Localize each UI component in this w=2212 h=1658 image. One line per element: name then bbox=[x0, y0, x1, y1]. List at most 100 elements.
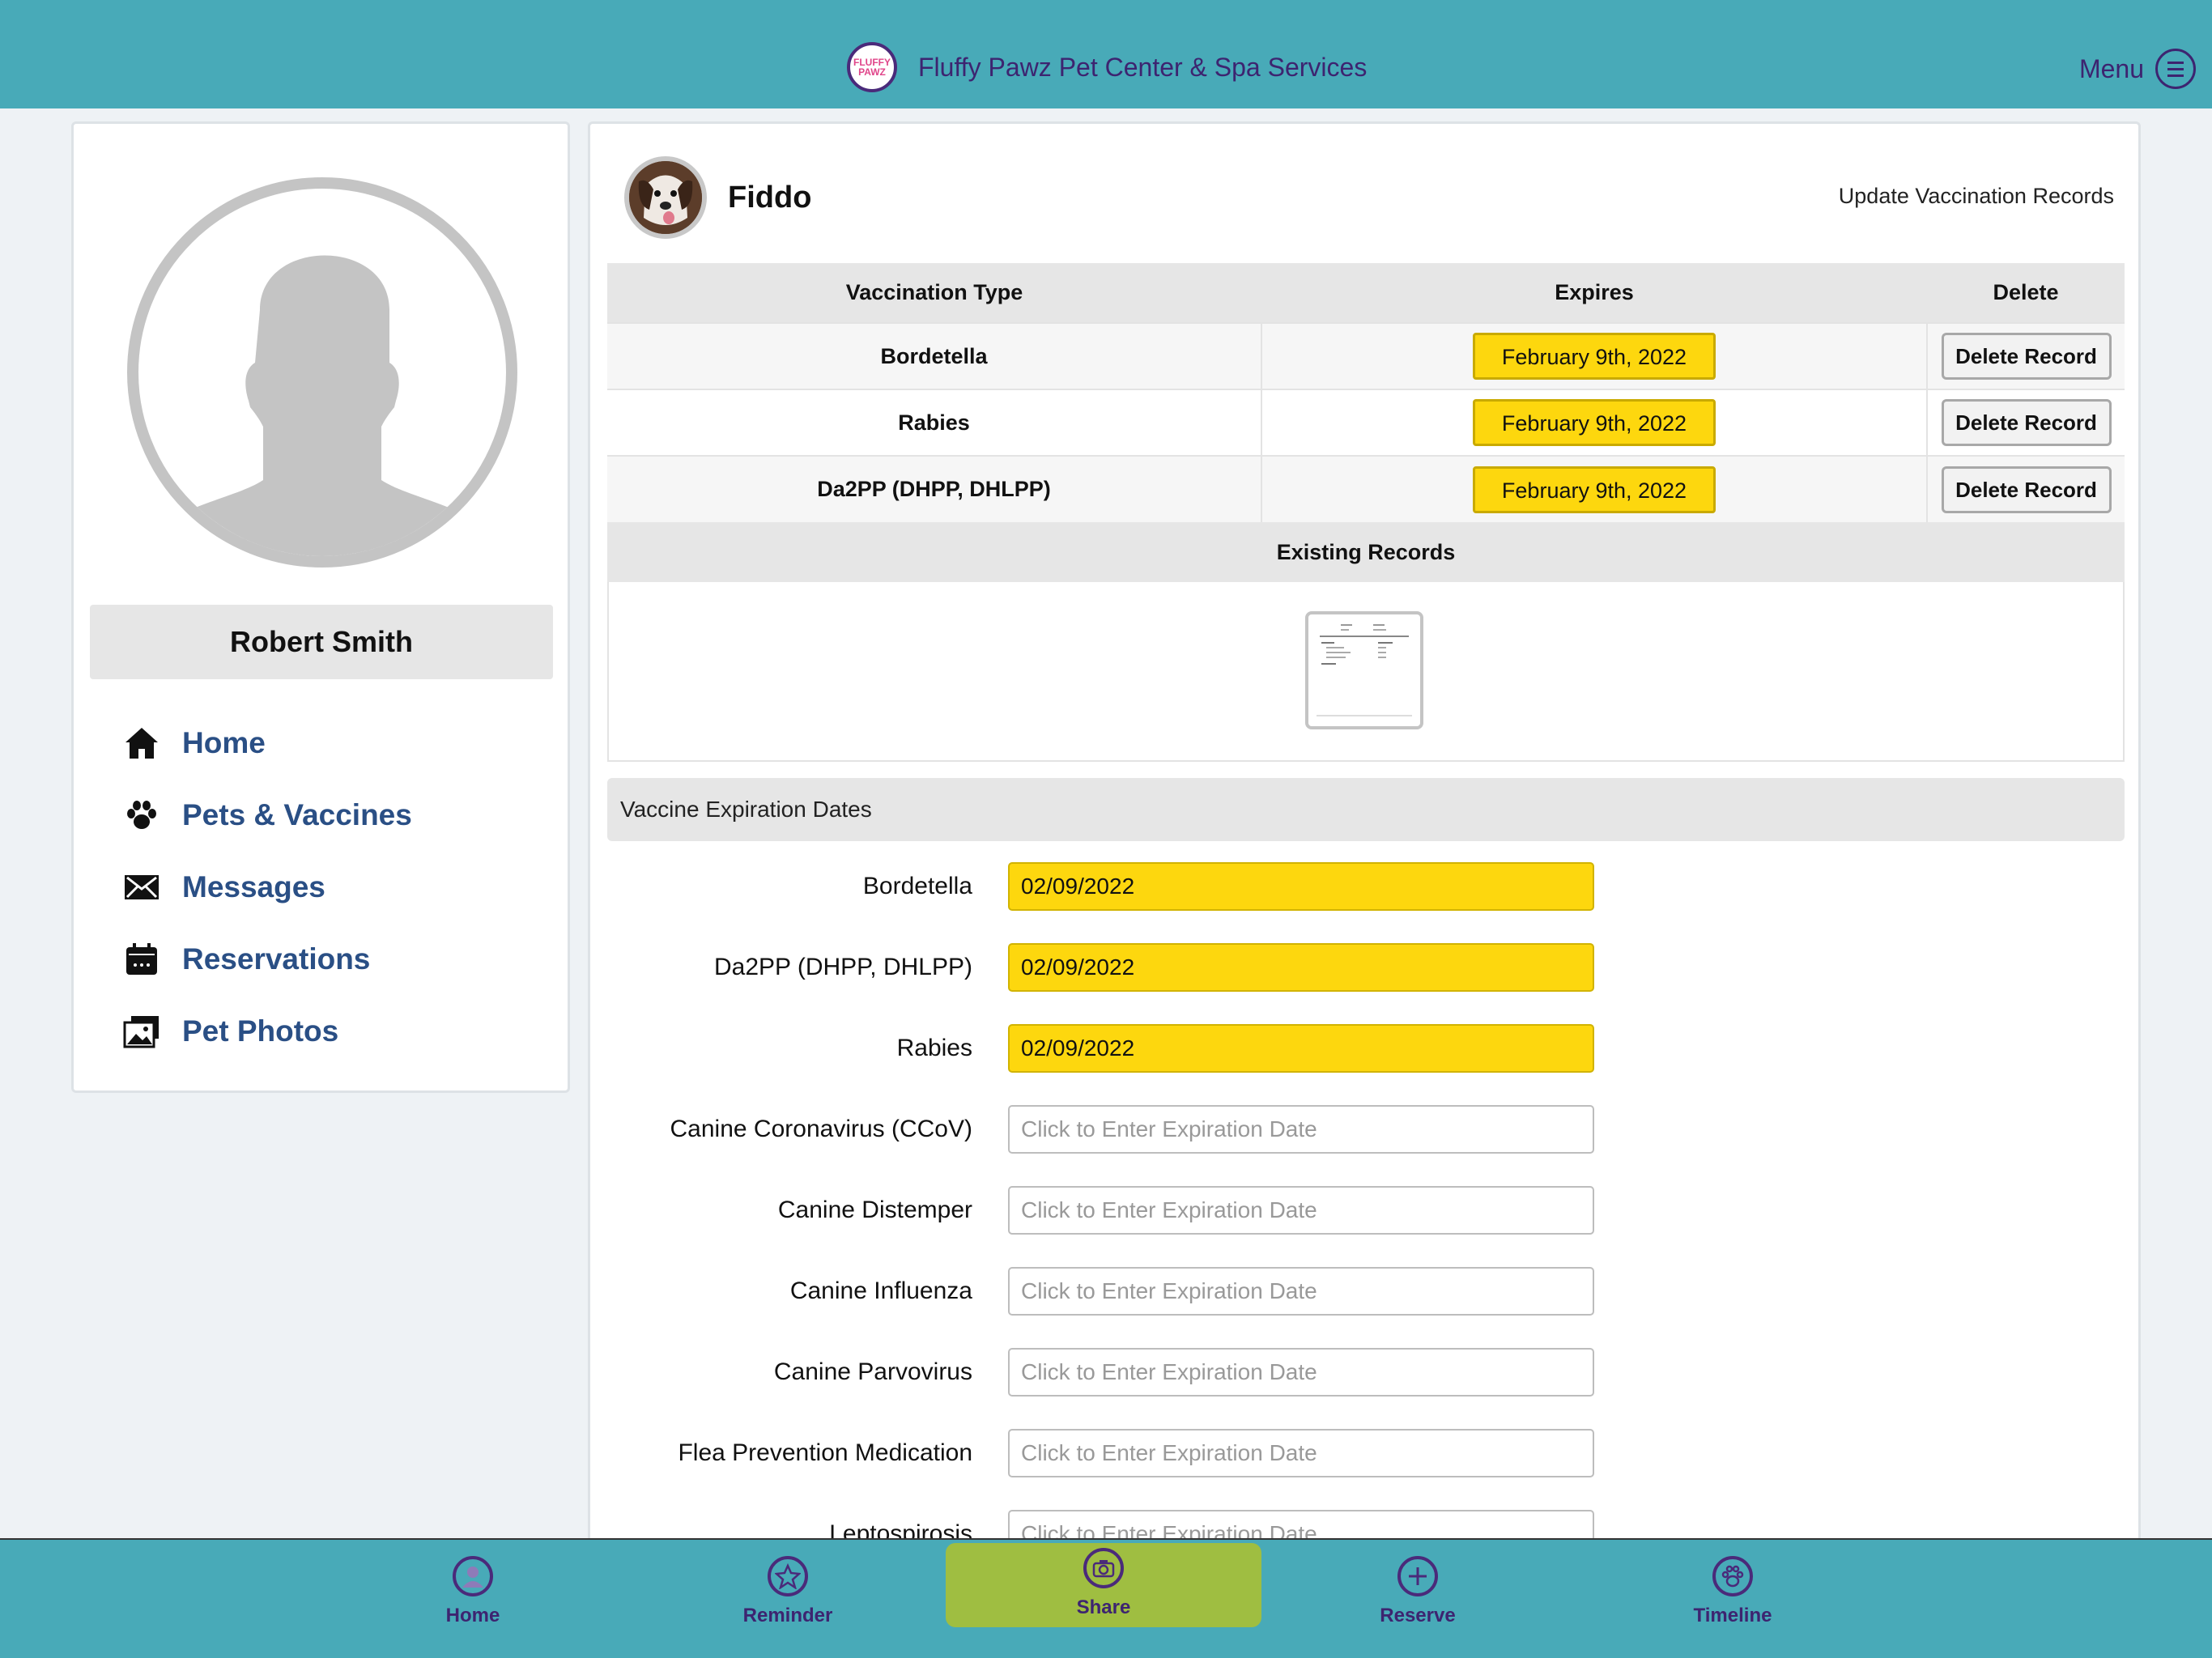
existing-records-header-row: Existing Records bbox=[607, 522, 2125, 582]
sidebar-item-pets-vaccines[interactable]: Pets & Vaccines bbox=[122, 779, 412, 851]
expiration-date-input[interactable]: Click to Enter Expiration Date bbox=[1008, 1186, 1594, 1235]
vaccine-type-cell: Bordetella bbox=[607, 322, 1261, 389]
expiration-date-input[interactable]: Click to Enter Expiration Date bbox=[1008, 1105, 1594, 1154]
expiration-label: Rabies bbox=[896, 1035, 972, 1061]
tab-label: Share bbox=[1076, 1596, 1131, 1618]
vaccine-type-cell: Da2PP (DHPP, DHLPP) bbox=[607, 455, 1261, 522]
tab-share[interactable]: Share bbox=[946, 1543, 1261, 1627]
expires-cell: February 9th, 2022 bbox=[1261, 455, 1927, 522]
brand[interactable]: FLUFFY PAWZ Fluffy Pawz Pet Center & Spa… bbox=[847, 42, 1367, 92]
expires-cell: February 9th, 2022 bbox=[1261, 389, 1927, 456]
vaccine-type-cell: Rabies bbox=[607, 389, 1261, 456]
delete-cell: Delete Record bbox=[1926, 389, 2125, 456]
brand-title: Fluffy Pawz Pet Center & Spa Services bbox=[918, 52, 1368, 82]
expiry-date-badge: February 9th, 2022 bbox=[1473, 333, 1716, 380]
person-silhouette-icon bbox=[158, 255, 487, 556]
delete-record-button[interactable]: Delete Record bbox=[1941, 333, 2112, 380]
delete-cell: Delete Record bbox=[1926, 455, 2125, 522]
tab-timeline[interactable]: Timeline bbox=[1660, 1551, 1806, 1640]
paw-icon bbox=[122, 796, 161, 835]
expiration-row: Flea Prevention Medication Click to Ente… bbox=[590, 1429, 1594, 1477]
tab-home[interactable]: Home bbox=[400, 1551, 546, 1640]
expiration-date-input[interactable]: Click to Enter Expiration Date bbox=[1008, 1348, 1594, 1397]
sidebar-item-label: Messages bbox=[182, 869, 325, 903]
expiration-row: Canine Influenza Click to Enter Expirati… bbox=[590, 1267, 1594, 1316]
sidebar-item-label: Pet Photos bbox=[182, 1014, 339, 1048]
menu-button[interactable]: Menu bbox=[2079, 49, 2196, 89]
tab-reserve[interactable]: Reserve bbox=[1345, 1551, 1491, 1640]
table-row: Bordetella February 9th, 2022 Delete Rec… bbox=[607, 322, 2125, 389]
plus-icon bbox=[1397, 1556, 1438, 1596]
expiration-dates-heading: Vaccine Expiration Dates bbox=[607, 778, 2125, 841]
expiration-date-input[interactable]: Click to Enter Expiration Date bbox=[1008, 1429, 1594, 1477]
sidebar-item-label: Home bbox=[182, 725, 266, 759]
expiration-row: Bordetella 02/09/2022 bbox=[590, 862, 1594, 911]
table-row: Rabies February 9th, 2022 Delete Record bbox=[607, 389, 2125, 456]
user-avatar bbox=[127, 177, 517, 568]
paw-icon bbox=[1712, 1556, 1753, 1596]
table-header-row: Vaccination Type Expires Delete bbox=[607, 263, 2125, 323]
expiration-date-input[interactable]: 02/09/2022 bbox=[1008, 1024, 1594, 1073]
delete-record-button[interactable]: Delete Record bbox=[1941, 466, 2112, 513]
expiry-date-badge: February 9th, 2022 bbox=[1473, 399, 1716, 446]
tab-reminder[interactable]: Reminder bbox=[715, 1551, 861, 1640]
expiration-date-input[interactable]: 02/09/2022 bbox=[1008, 943, 1594, 992]
expiration-label: Bordetella bbox=[862, 873, 972, 899]
expiration-label: Da2PP (DHPP, DHLPP) bbox=[713, 954, 972, 980]
sidebar-item-label: Pets & Vaccines bbox=[182, 797, 412, 831]
bottom-tab-bar: Home Reminder Share Reserve Timeline bbox=[0, 1538, 2212, 1658]
expiration-date-input[interactable]: Click to Enter Expiration Date bbox=[1008, 1267, 1594, 1316]
column-header: Delete bbox=[1927, 263, 2125, 323]
document-icon bbox=[1317, 624, 1412, 716]
vaccination-table: Vaccination Type Expires Delete Bordetel… bbox=[607, 263, 2125, 582]
camera-icon bbox=[1083, 1548, 1124, 1588]
delete-cell: Delete Record bbox=[1926, 322, 2125, 389]
expiration-label: Canine Distemper bbox=[777, 1197, 972, 1223]
column-header: Expires bbox=[1261, 263, 1927, 323]
existing-records-header: Existing Records bbox=[607, 522, 2125, 582]
user-name: Robert Smith bbox=[90, 605, 553, 679]
column-header: Vaccination Type bbox=[607, 263, 1261, 323]
profile-sidebar: Robert Smith Home Pets & Vaccines Messag… bbox=[71, 121, 570, 1093]
expiration-label: Flea Prevention Medication bbox=[678, 1439, 972, 1466]
existing-records-area bbox=[607, 582, 2125, 762]
tab-label: Reminder bbox=[742, 1605, 833, 1626]
sidebar-item-reservations[interactable]: Reservations bbox=[122, 923, 412, 995]
home-icon bbox=[122, 724, 161, 763]
expires-cell: February 9th, 2022 bbox=[1261, 322, 1927, 389]
sidebar-item-pet-photos[interactable]: Pet Photos bbox=[122, 995, 412, 1067]
pet-photo[interactable] bbox=[624, 156, 707, 239]
photos-icon bbox=[122, 1012, 161, 1051]
expiration-row: Canine Parvovirus Click to Enter Expirat… bbox=[590, 1348, 1594, 1397]
expiration-date-input[interactable]: 02/09/2022 bbox=[1008, 862, 1594, 911]
sidebar-item-label: Reservations bbox=[182, 942, 371, 976]
expiration-row: Canine Distemper Click to Enter Expirati… bbox=[590, 1186, 1594, 1235]
update-vaccination-records-link[interactable]: Update Vaccination Records bbox=[1838, 184, 2114, 208]
pet-header: Fiddo bbox=[624, 156, 811, 239]
record-document-thumbnail[interactable] bbox=[1305, 611, 1423, 729]
sidebar-item-home[interactable]: Home bbox=[122, 707, 412, 779]
envelope-icon bbox=[122, 868, 161, 907]
expiration-label: Canine Influenza bbox=[789, 1278, 972, 1304]
top-header: FLUFFY PAWZ Fluffy Pawz Pet Center & Spa… bbox=[0, 0, 2212, 108]
expiration-row: Da2PP (DHPP, DHLPP) 02/09/2022 bbox=[590, 943, 1594, 992]
hamburger-icon bbox=[2155, 49, 2196, 89]
calendar-icon bbox=[122, 940, 161, 979]
user-icon bbox=[453, 1556, 493, 1596]
pet-name: Fiddo bbox=[728, 180, 812, 215]
menu-label: Menu bbox=[2078, 53, 2144, 83]
expiration-row: Canine Coronavirus (CCoV) Click to Enter… bbox=[590, 1105, 1594, 1154]
pet-vaccines-panel: Fiddo Update Vaccination Records Vaccina… bbox=[588, 121, 2141, 1546]
sidebar-nav: Home Pets & Vaccines Messages Reservatio… bbox=[122, 707, 412, 1067]
tab-label: Timeline bbox=[1693, 1605, 1772, 1626]
expiration-row: Rabies 02/09/2022 bbox=[590, 1024, 1594, 1073]
sidebar-item-messages[interactable]: Messages bbox=[122, 851, 412, 923]
expiration-label: Canine Parvovirus bbox=[773, 1358, 972, 1385]
delete-record-button[interactable]: Delete Record bbox=[1941, 399, 2112, 446]
tab-label: Home bbox=[445, 1605, 500, 1626]
expiration-label: Canine Coronavirus (CCoV) bbox=[670, 1116, 972, 1142]
table-row: Da2PP (DHPP, DHLPP) February 9th, 2022 D… bbox=[607, 455, 2125, 522]
expiry-date-badge: February 9th, 2022 bbox=[1473, 466, 1716, 513]
tab-label: Reserve bbox=[1380, 1605, 1456, 1626]
brand-logo: FLUFFY PAWZ bbox=[847, 42, 897, 92]
